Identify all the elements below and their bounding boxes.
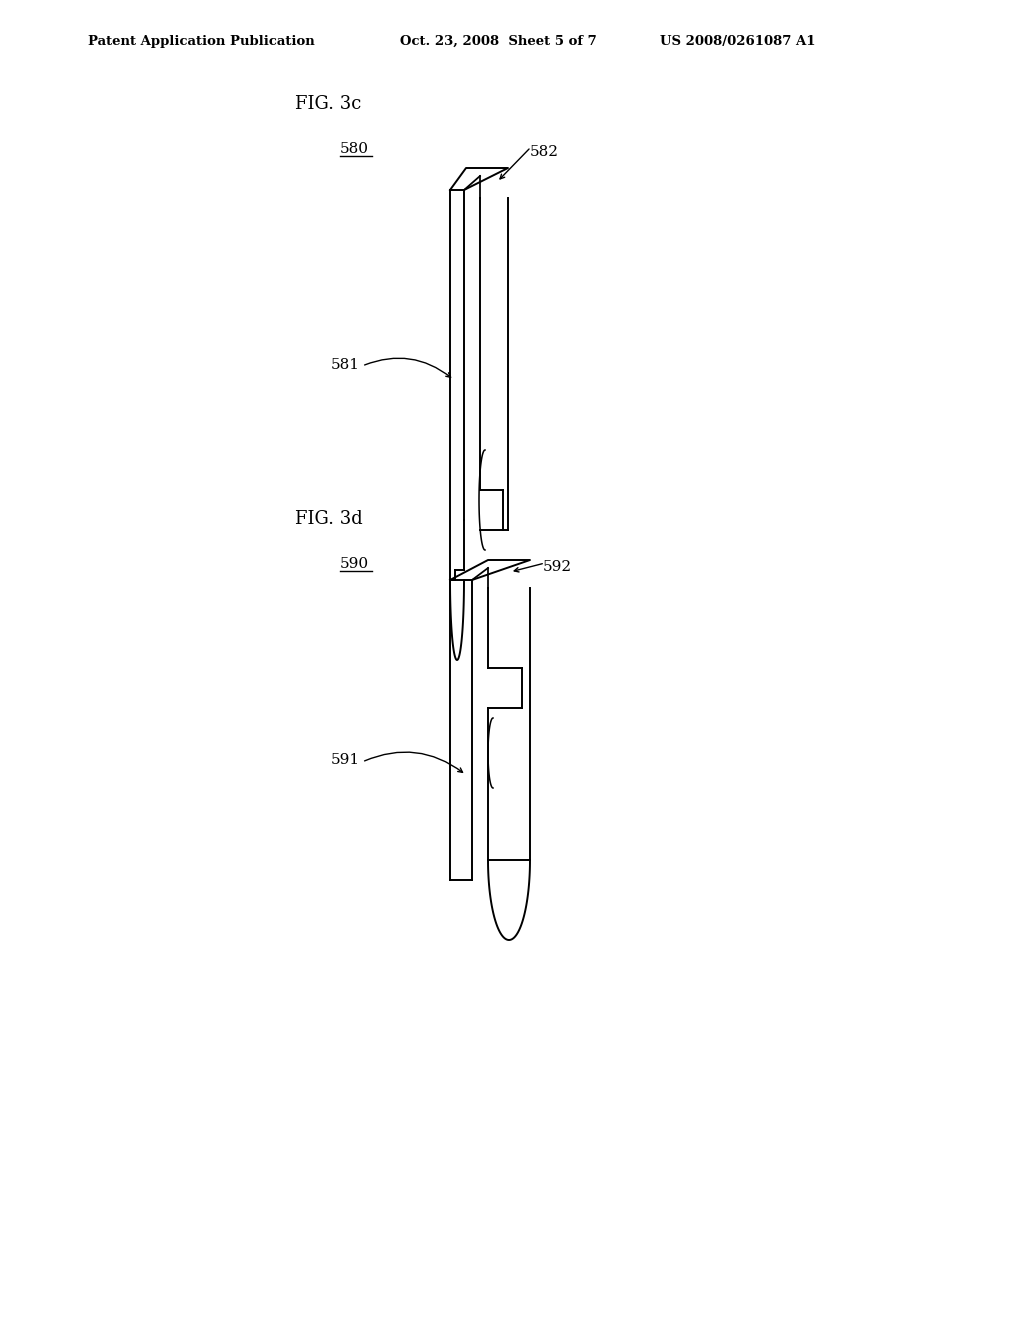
Text: US 2008/0261087 A1: US 2008/0261087 A1 xyxy=(660,36,815,48)
Text: 581: 581 xyxy=(331,358,360,372)
Text: 580: 580 xyxy=(340,143,369,156)
Text: Patent Application Publication: Patent Application Publication xyxy=(88,36,314,48)
Text: Oct. 23, 2008  Sheet 5 of 7: Oct. 23, 2008 Sheet 5 of 7 xyxy=(400,36,597,48)
Text: 582: 582 xyxy=(530,145,559,158)
Text: 590: 590 xyxy=(340,557,369,572)
Text: FIG. 3c: FIG. 3c xyxy=(295,95,361,114)
Text: FIG. 3d: FIG. 3d xyxy=(295,510,362,528)
Text: 591: 591 xyxy=(331,752,360,767)
Text: 592: 592 xyxy=(543,560,572,574)
